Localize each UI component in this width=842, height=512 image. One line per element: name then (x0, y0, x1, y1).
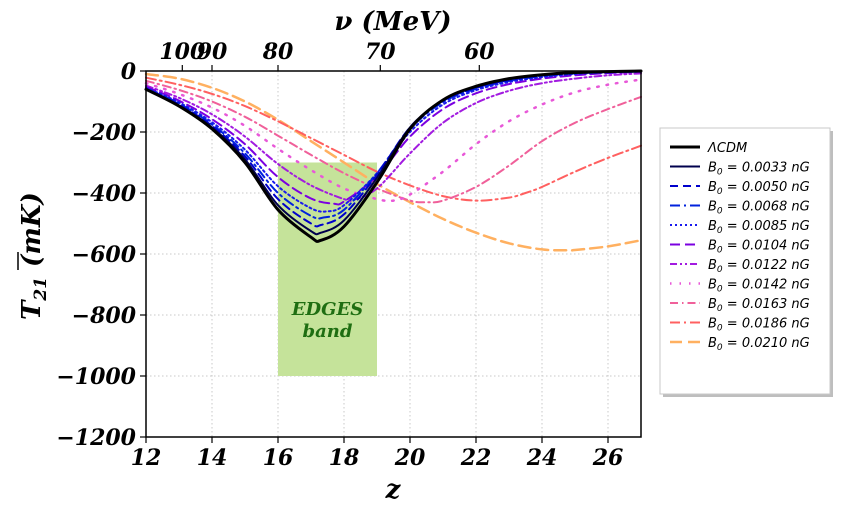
legend-label-value: = 0.0186 nG (723, 317, 810, 332)
legend-label-value: = 0.0122 nG (723, 258, 810, 273)
legend-label-main: B (708, 317, 717, 332)
legend-label-main: B (708, 180, 717, 195)
legend-label-main: B (708, 258, 717, 273)
x-tick-label: 24 (526, 445, 558, 471)
series-line (144, 78, 643, 203)
legend-label-sub: 0 (717, 168, 723, 178)
x-tick-label: 12 (131, 445, 162, 471)
x-tick-label: 20 (394, 445, 426, 471)
y-axis-label-sub: 21 (31, 277, 51, 302)
legend-label-sub: 0 (717, 187, 723, 197)
legend-label-value: = 0.0142 nG (723, 278, 810, 293)
legend-label-main: B (708, 200, 717, 215)
legend-label: B0 = 0.0122 nG (708, 258, 810, 275)
legend-label-main: B (708, 278, 717, 293)
legend-label-value: = 0.0085 nG (723, 219, 810, 234)
y-tick-label: −1200 (56, 425, 136, 451)
legend-label: B0 = 0.0050 nG (708, 180, 810, 197)
top-tick-label: 70 (365, 39, 396, 65)
legend-label: B0 = 0.0210 nG (708, 336, 810, 353)
legend-label-sub: 0 (717, 343, 723, 353)
legend-label: B0 = 0.0163 nG (708, 297, 810, 314)
x-axis-title: z (385, 475, 402, 505)
series-line (145, 70, 642, 213)
legend-label-sub: 0 (717, 207, 723, 217)
top-tick-label: 60 (464, 39, 495, 65)
legend-label-main: ΛCDM (707, 141, 747, 156)
y-axis-label-unit: (mK) (17, 192, 47, 267)
series-line (144, 72, 643, 252)
top-tick-label: 100 (159, 39, 206, 65)
series-line (145, 72, 642, 202)
top-tick-label: 90 (197, 39, 228, 65)
legend-label-main: B (708, 161, 717, 176)
legend-label: B0 = 0.0033 nG (708, 161, 810, 178)
series-line (145, 70, 642, 228)
series-line (145, 79, 642, 204)
y-tick-label: −600 (72, 242, 137, 268)
ticks: 12 14 16 18 20 22 24 26 0 −200 −400 −600 −800 −1000 −1… (56, 39, 623, 471)
y-tick-label: −800 (72, 303, 137, 329)
legend-label-sub: 0 (717, 226, 723, 236)
top-axis-label: ν (MeV) (334, 7, 451, 37)
legend-label-main: B (708, 219, 717, 234)
legend-label-sub: 0 (717, 265, 723, 275)
y-axis-label-text: T21 (mK) (17, 192, 51, 320)
legend-label-value: = 0.0163 nG (723, 297, 810, 312)
legend-label: B0 = 0.0186 nG (708, 317, 810, 334)
legend-label-sub: 0 (717, 304, 723, 314)
legend-label: B0 = 0.0104 nG (708, 239, 810, 256)
legend-label-value: = 0.0104 nG (723, 239, 810, 254)
x-tick-label: 14 (197, 445, 228, 471)
x-tick-label: 22 (460, 445, 492, 471)
y-tick-label: 0 (121, 59, 137, 85)
y-axis-label-main: T (17, 299, 47, 320)
legend-label-sub: 0 (717, 285, 723, 295)
legend-label-value: = 0.0068 nG (723, 200, 810, 215)
edges-band-label: EDGES (291, 299, 363, 320)
legend-box (659, 127, 831, 395)
y-axis-title: T21 (mK) (17, 192, 51, 320)
series-group (144, 69, 643, 252)
x-tick-label: 18 (329, 445, 360, 471)
legend-label: B0 = 0.0085 nG (708, 219, 810, 236)
x-axis-label: z (385, 475, 402, 505)
legend-label-value: = 0.0033 nG (723, 161, 810, 176)
x-tick-label: 16 (263, 445, 294, 471)
legend-label-main: B (708, 239, 717, 254)
edges-band-label-band: band (303, 321, 353, 342)
series-line (144, 69, 643, 243)
x-tick-label: 26 (592, 445, 624, 471)
legend-label-sub: 0 (717, 324, 723, 334)
y-tick-label: −1000 (56, 364, 136, 390)
top-axis-title: ν (MeV) (334, 7, 451, 37)
series-line (145, 76, 642, 202)
legend-label: B0 = 0.0142 nG (708, 278, 810, 295)
legend-label-main: B (708, 297, 717, 312)
legend-label-sub: 0 (717, 246, 723, 256)
legend-label-value: = 0.0050 nG (723, 180, 810, 195)
top-tick-label: 80 (262, 39, 294, 65)
legend-label: ΛCDM (707, 141, 747, 156)
legend-label: B0 = 0.0068 nG (708, 200, 810, 217)
series-line (145, 70, 642, 220)
legend-label-value: = 0.0210 nG (723, 336, 810, 351)
y-tick-label: −400 (72, 181, 137, 207)
legend-label-main: B (708, 336, 717, 351)
y-tick-label: −200 (72, 120, 137, 146)
